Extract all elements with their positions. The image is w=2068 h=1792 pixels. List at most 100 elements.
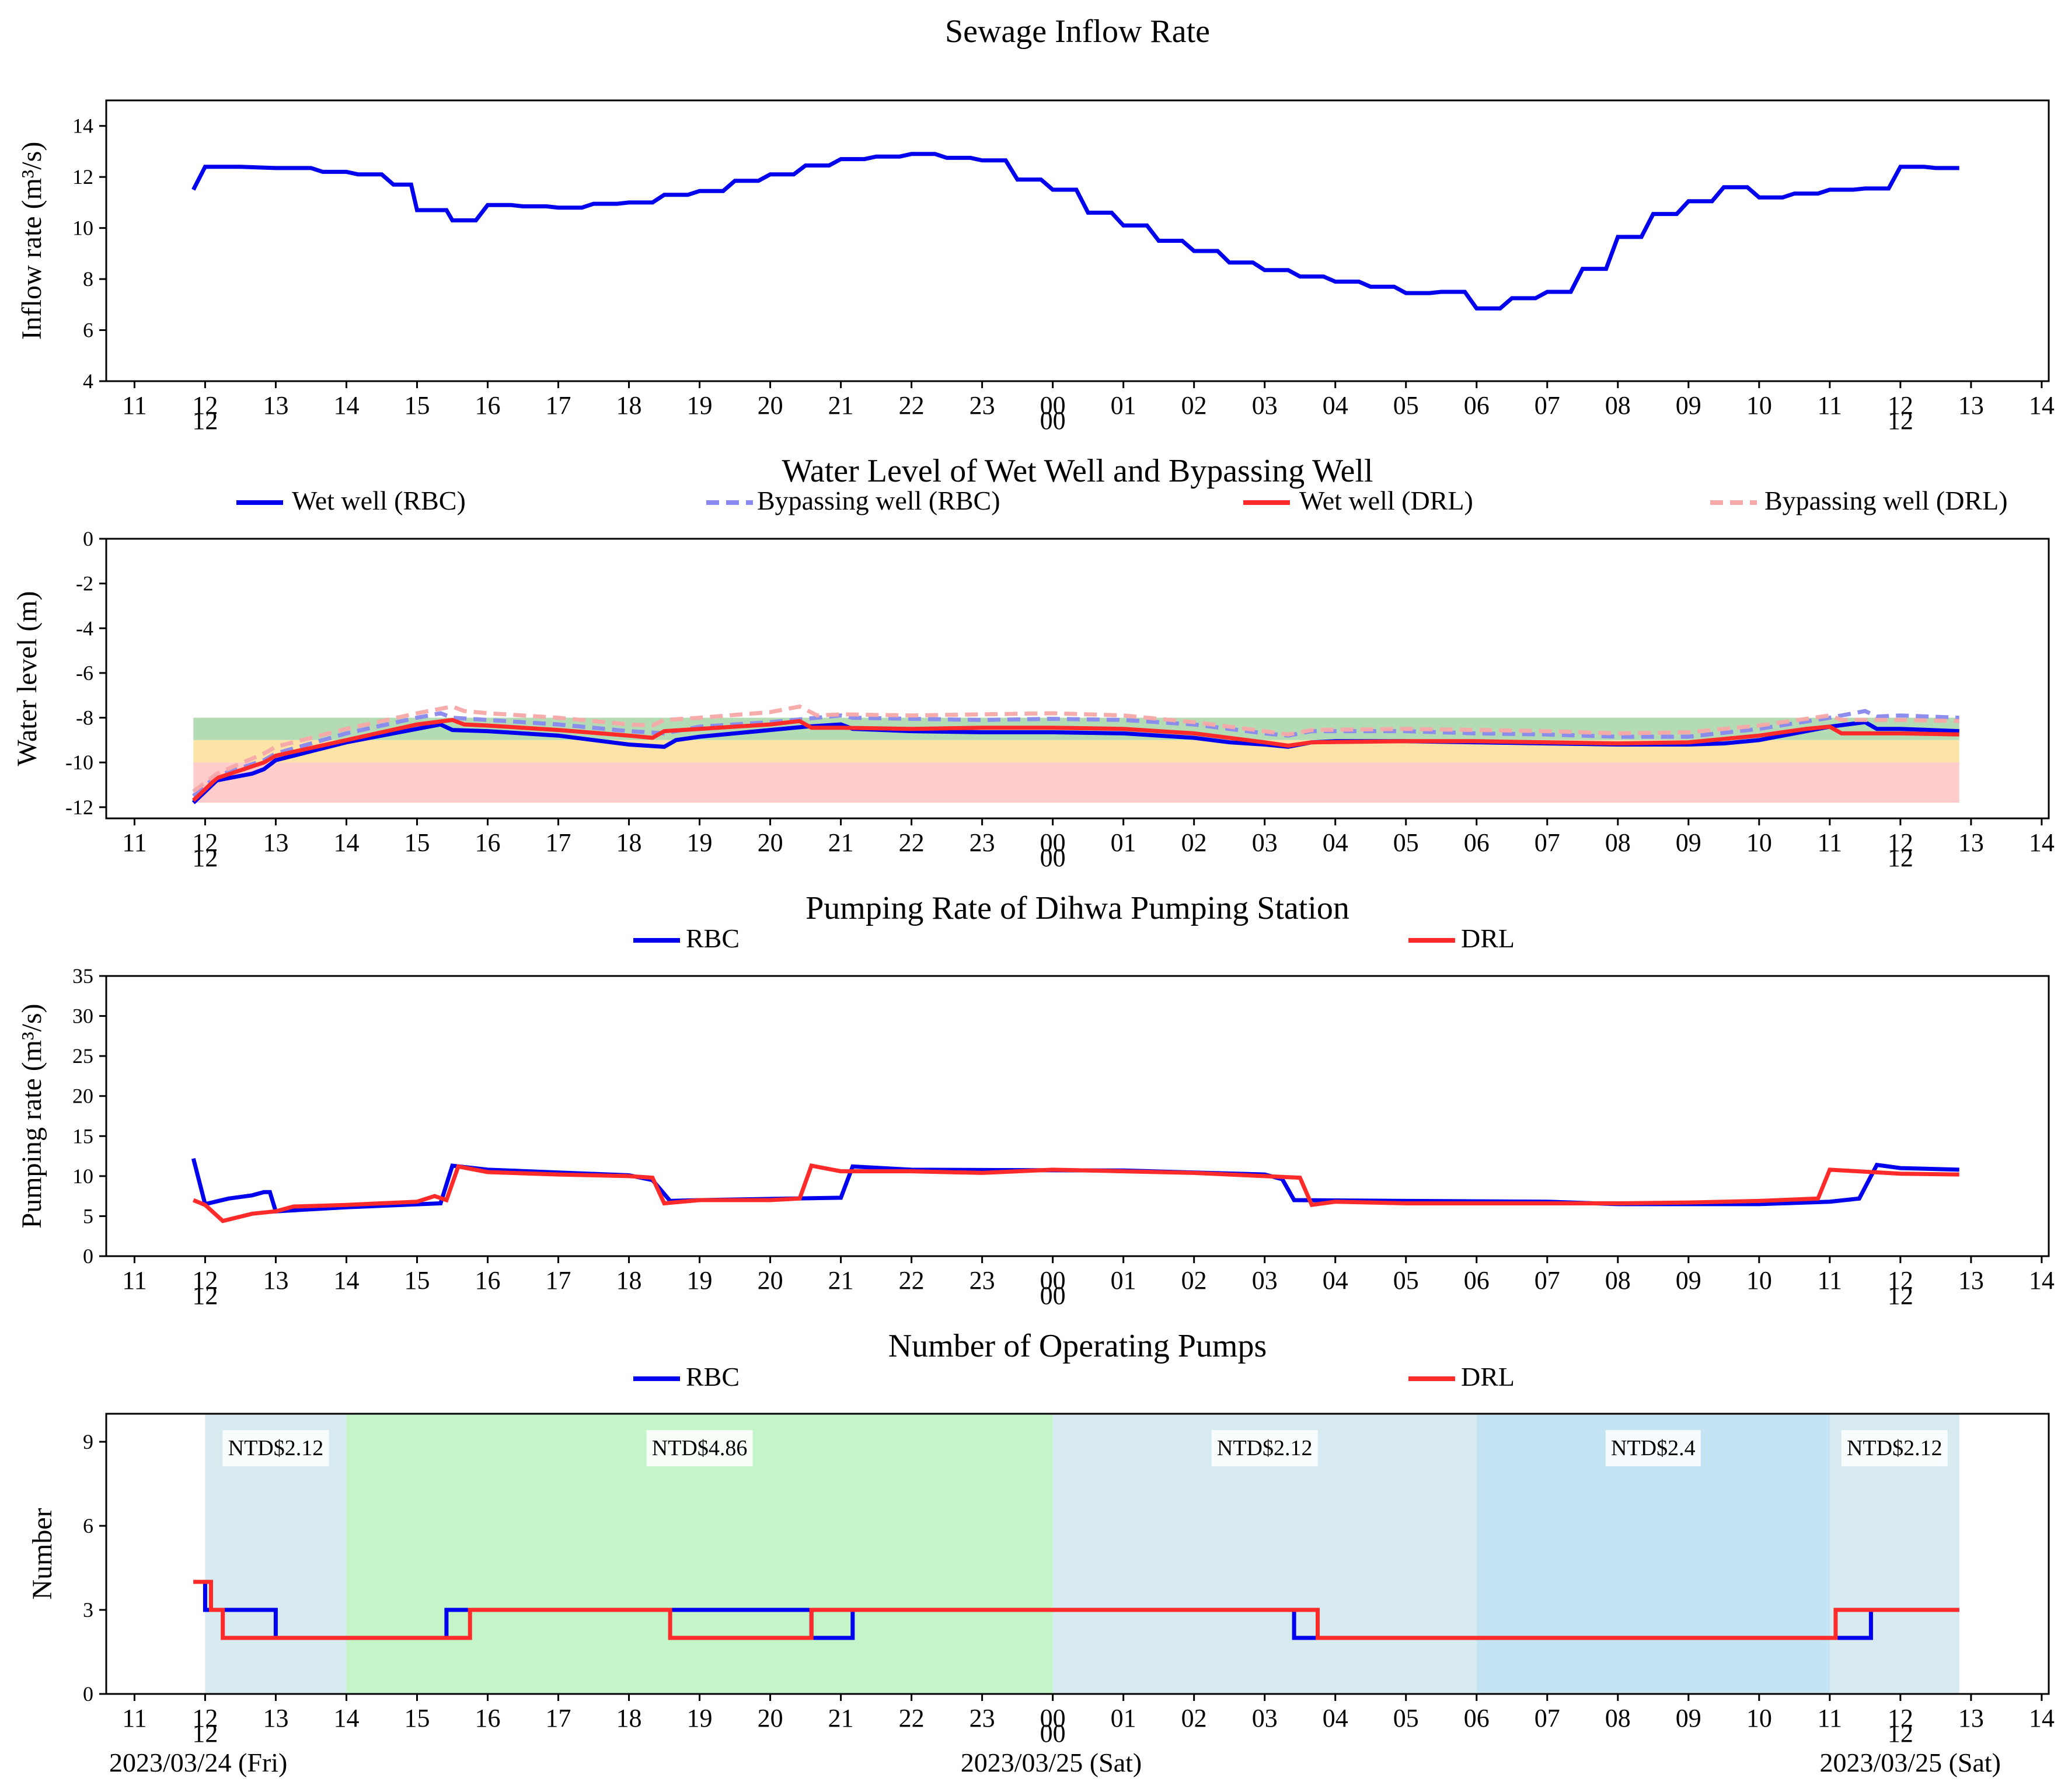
x-major-tick-label: 00 (1040, 406, 1066, 435)
x-tick-label: 08 (1605, 1266, 1631, 1295)
x-tick-label: 12 (1888, 391, 1913, 420)
x-tick-label: 20 (758, 391, 783, 420)
legend-label: Bypassing well (RBC) (757, 486, 1000, 515)
series-drl (192, 1163, 1959, 1223)
x-tick-label: 22 (899, 1266, 925, 1295)
panel-1: 4 6 8 10 12 14 11 12 13 14 15 16 17 18 19 20 21 22 23 00 01 0… (16, 13, 2055, 435)
series-rbc (191, 1158, 1959, 1214)
panel-title: Water Level of Wet Well and Bypassing We… (782, 453, 1373, 489)
x-tick-label: 16 (475, 391, 500, 420)
x-major-tick-label: 12 (1888, 1281, 1913, 1310)
x-tick-label: 18 (616, 1266, 642, 1295)
legend-label: Wet well (RBC) (292, 486, 466, 515)
x-major-tick-label: 12 (192, 406, 218, 435)
tariff-label-1: NTD$2.12 (228, 1436, 324, 1460)
series-wet-well-rbc (191, 720, 1959, 804)
x-tick-label: 00 (1040, 1704, 1066, 1732)
tariff-label-5: NTD$2.12 (1847, 1436, 1943, 1460)
x-tick-label: 14 (333, 1266, 359, 1295)
y-tick-label: -10 (65, 751, 93, 774)
legend-label: RBC (686, 1362, 740, 1392)
x-tick-label: 02 (1181, 1266, 1207, 1295)
tariff-label-box-5 (1841, 1430, 1948, 1466)
x-tick-label: 02 (1181, 828, 1207, 857)
y-tick-label: 0 (83, 1682, 93, 1706)
x-tick-label: 15 (404, 828, 430, 857)
x-tick-label: 23 (970, 1704, 995, 1732)
y-axis-label: Inflow rate (m³/s) (16, 142, 47, 340)
x-tick-label: 07 (1535, 1704, 1560, 1732)
x-tick-label: 21 (828, 1704, 854, 1732)
y-tick-label: 30 (72, 1005, 93, 1028)
x-tick-label: 16 (475, 828, 500, 857)
legend-label: DRL (1461, 1362, 1515, 1392)
y-tick-label: 15 (72, 1124, 93, 1148)
x-tick-label: 13 (1958, 391, 1984, 420)
tariff-label-box-2 (646, 1430, 753, 1466)
y-tick-label: 5 (83, 1204, 93, 1228)
panel-4: NTD$2.12 NTD$4.86 NTD$2.12 NTD$2.4 NTD$2.12 0… (27, 1328, 2055, 1748)
x-tick-label: 12 (1888, 1704, 1913, 1732)
y-tick-label: 14 (72, 114, 93, 138)
x-tick-label: 00 (1040, 1266, 1066, 1295)
series-drl (193, 1580, 1959, 1640)
x-tick-label: 18 (616, 828, 642, 857)
x-tick-label: 09 (1676, 1704, 1701, 1732)
x-tick-label: 19 (687, 391, 713, 420)
x-tick-label: 11 (122, 1266, 147, 1295)
x-tick-label: 02 (1181, 391, 1207, 420)
x-tick-label: 17 (546, 1704, 571, 1732)
x-tick-label: 13 (263, 391, 288, 420)
x-tick-label: 11 (122, 828, 147, 857)
x-tick-label: 02 (1181, 1704, 1207, 1732)
y-tick-label: 6 (83, 319, 93, 342)
date-label: 2023/03/25 (Sat) (961, 1748, 1142, 1777)
x-tick-label: 17 (546, 391, 571, 420)
x-tick-label: 13 (263, 1704, 288, 1732)
x-tick-label: 15 (404, 1266, 430, 1295)
x-major-tick-label: 12 (192, 843, 218, 872)
x-tick-label: 20 (758, 828, 783, 857)
x-tick-label: 03 (1252, 1704, 1278, 1732)
axes-frame (105, 975, 2050, 1257)
tariff-label-box-1 (222, 1430, 329, 1466)
x-tick-label: 12 (1888, 828, 1913, 857)
y-tick-label: 6 (83, 1514, 93, 1538)
tariff-label-4: NTD$2.4 (1611, 1436, 1696, 1460)
y-tick-label: 20 (72, 1085, 93, 1108)
x-tick-label: 11 (122, 1704, 147, 1732)
x-major-tick-label: 00 (1040, 1719, 1066, 1748)
x-tick-label: 13 (1958, 1704, 1984, 1732)
legend-label: DRL (1461, 923, 1515, 953)
panel-2: 0 -2 -4 -6 -8 -10 -12 11 12 13 14 15 16 17 18 19 20 21 22 2… (12, 453, 2055, 872)
x-tick-label: 08 (1605, 1704, 1631, 1732)
x-tick-label: 09 (1676, 828, 1701, 857)
y-tick-label: 8 (83, 267, 93, 291)
x-tick-label: 13 (263, 828, 288, 857)
x-tick-label: 22 (899, 828, 925, 857)
x-major-tick-label: 00 (1040, 1281, 1066, 1310)
y-tick-label: -12 (65, 796, 93, 819)
x-tick-label: 13 (1958, 1266, 1984, 1295)
x-major-tick-label: 12 (1888, 1719, 1913, 1748)
x-major-tick-label: 12 (1888, 843, 1913, 872)
x-tick-label: 12 (1888, 1266, 1913, 1295)
y-tick-label: 25 (72, 1044, 93, 1068)
tariff-label-box-4 (1605, 1430, 1701, 1466)
x-tick-label: 13 (1958, 828, 1984, 857)
x-tick-label: 20 (758, 1266, 783, 1295)
date-label: 2023/03/24 (Fri) (109, 1748, 287, 1777)
y-tick-label: 3 (83, 1598, 93, 1622)
x-tick-label: 07 (1535, 391, 1560, 420)
x-tick-label: 11 (1818, 1704, 1842, 1732)
y-tick-label: -8 (76, 706, 93, 730)
x-tick-label: 05 (1393, 1266, 1419, 1295)
x-tick-label: 07 (1535, 828, 1560, 857)
x-tick-label: 15 (404, 391, 430, 420)
x-tick-label: 09 (1676, 391, 1701, 420)
x-tick-label: 14 (333, 828, 359, 857)
axes-frame (105, 99, 2050, 382)
legend-label: Wet well (DRL) (1299, 486, 1473, 515)
x-tick-label: 11 (122, 391, 147, 420)
x-tick-label: 22 (899, 391, 925, 420)
